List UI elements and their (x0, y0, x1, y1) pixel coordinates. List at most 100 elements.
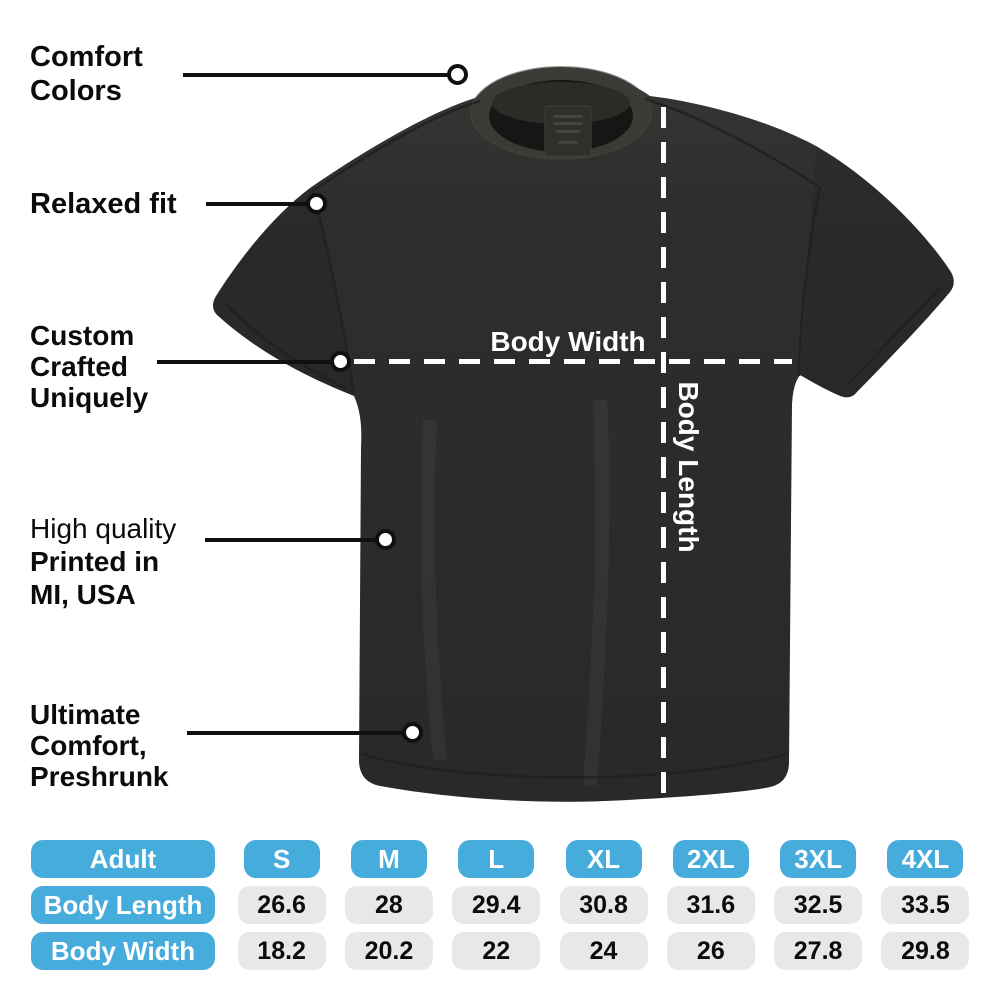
header-cell-3xl: 3XL (780, 840, 857, 878)
neck-label-print (556, 130, 580, 133)
table-cell: 2XL (657, 840, 764, 878)
body-width-row: Body Width 18.2 20.2 22 24 26 27.8 29.8 (31, 932, 979, 970)
callout-dot-icon (330, 351, 351, 372)
callout-dot-icon (402, 722, 423, 743)
table-cell: 30.8 (550, 886, 657, 924)
callout-dot-icon (306, 193, 327, 214)
callout-text-line: MI, USA (30, 579, 136, 610)
cell-body-width-2xl: 26 (666, 932, 755, 970)
table-cell: 27.8 (764, 932, 871, 970)
table-cell: 33.5 (872, 886, 979, 924)
body-width-label: Body Width (490, 326, 646, 357)
callout-connector-line (187, 731, 403, 735)
callout-connector-line (183, 73, 448, 77)
table-cell: 31.6 (657, 886, 764, 924)
tshirt-shading (213, 70, 954, 802)
header-cell-m: M (350, 840, 427, 878)
callout-text-line: Comfort (30, 41, 143, 73)
fabric-crease (583, 399, 610, 786)
table-cell: 29.8 (872, 932, 979, 970)
callout-text-line: Ultimate (30, 699, 141, 730)
header-cell-4xl: 4XL (887, 840, 964, 878)
table-cell: 3XL (764, 840, 871, 878)
table-cell: 24 (550, 932, 657, 970)
header-cell-2xl: 2XL (672, 840, 749, 878)
right-cuff-stitch (847, 287, 941, 385)
callout-custom-crafted: Custom Crafted Uniquely (30, 320, 148, 413)
callout-text-line: Comfort, (30, 730, 147, 761)
cell-body-length-s: 26.6 (237, 886, 326, 924)
callout-comfort-colors: Comfort Colors (30, 40, 143, 108)
table-cell: S (228, 840, 335, 878)
table-cell: Body Width (31, 932, 228, 970)
table-cell: Body Length (31, 886, 228, 924)
cell-body-length-m: 28 (344, 886, 433, 924)
callout-text-line: High quality (30, 513, 177, 544)
left-shoulder-seam (313, 99, 481, 192)
cell-body-length-4xl: 33.5 (881, 886, 970, 924)
size-table: Adult S M L XL 2XL 3XL 4XL (31, 840, 979, 978)
fabric-crease (420, 419, 447, 761)
table-cell: 20.2 (335, 932, 442, 970)
body-length-dashed-line (661, 72, 666, 799)
cell-body-width-s: 18.2 (237, 932, 326, 970)
cell-body-length-2xl: 31.6 (666, 886, 755, 924)
table-cell: 28 (335, 886, 442, 924)
callout-dot-icon (375, 529, 396, 550)
header-cell-s: S (243, 840, 320, 878)
callout-printed-in-usa: High quality Printed in MI, USA (30, 512, 176, 611)
table-cell: XL (550, 840, 657, 878)
callout-text-line: Crafted (30, 351, 129, 382)
neck-label-print (553, 115, 583, 118)
table-cell: 22 (443, 932, 550, 970)
table-cell: L (443, 840, 550, 878)
collar-inner-back (492, 82, 630, 124)
callout-text-line: Uniquely (30, 382, 149, 413)
row-label-body-length: Body Length (31, 886, 215, 924)
header-cell-xl: XL (565, 840, 642, 878)
header-cell-l: L (458, 840, 535, 878)
neck-label-print (558, 141, 578, 144)
size-table-header-row: Adult S M L XL 2XL 3XL 4XL (31, 840, 979, 878)
table-cell: 26.6 (228, 886, 335, 924)
header-cell-adult: Adult (31, 840, 215, 878)
table-cell: 4XL (872, 840, 979, 878)
table-cell: 32.5 (764, 886, 871, 924)
cell-body-length-3xl: 32.5 (774, 886, 863, 924)
callout-ultimate-comfort: Ultimate Comfort, Preshrunk (30, 699, 169, 792)
right-sleeve (800, 146, 954, 398)
cell-body-length-l: 29.4 (452, 886, 541, 924)
cell-body-length-xl: 30.8 (559, 886, 648, 924)
body-length-label: Body Length (673, 381, 704, 553)
table-cell: 18.2 (228, 932, 335, 970)
left-sleeve (213, 188, 354, 396)
cell-body-width-3xl: 27.8 (774, 932, 863, 970)
table-cell: Adult (31, 840, 228, 878)
left-cuff-stitch (225, 303, 347, 390)
cell-body-width-l: 22 (452, 932, 541, 970)
body-length-row: Body Length 26.6 28 29.4 30.8 31.6 32.5 … (31, 886, 979, 924)
callout-text-line: Relaxed fit (30, 188, 177, 220)
body-width-dashed-line (354, 359, 792, 364)
callout-connector-line (206, 202, 307, 206)
callout-text-line: Preshrunk (30, 761, 169, 792)
collar-edge (470, 66, 652, 160)
right-armhole-seam (797, 185, 822, 377)
row-label-body-width: Body Width (31, 932, 215, 970)
callout-dot-icon (447, 64, 468, 85)
table-cell: 29.4 (443, 886, 550, 924)
table-cell: M (335, 840, 442, 878)
callout-connector-line (157, 360, 331, 364)
bottom-hem-stitch (362, 752, 789, 779)
callout-relaxed-fit: Relaxed fit (30, 189, 177, 220)
callout-text-line: Printed in (30, 546, 160, 577)
neck-label-print (553, 122, 583, 125)
cell-body-width-xl: 24 (559, 932, 648, 970)
cell-body-width-4xl: 29.8 (881, 932, 970, 970)
callout-text-line: Custom (30, 320, 135, 351)
callout-connector-line (205, 538, 376, 542)
callout-text-line: Colors (30, 75, 122, 107)
cell-body-width-m: 20.2 (344, 932, 433, 970)
